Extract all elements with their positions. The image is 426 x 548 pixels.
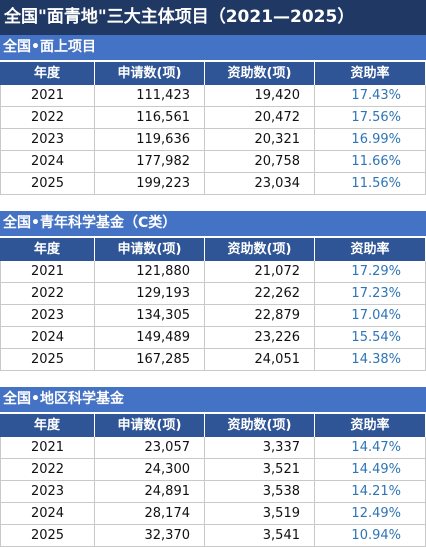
table-cell: 22,262	[205, 283, 315, 305]
table-cell: 12.49%	[315, 503, 426, 525]
table-cell: 119,636	[95, 129, 205, 151]
table-cell: 2023	[0, 129, 95, 151]
table-cell: 23,226	[205, 327, 315, 349]
table-cell: 17.56%	[315, 107, 426, 129]
page-title: 全国"面青地"三大主体项目（2021—2025）	[0, 0, 426, 35]
table-cell: 28,174	[95, 503, 205, 525]
column-header: 年度	[0, 238, 95, 261]
table-cell: 21,072	[205, 261, 315, 283]
table-cell: 177,982	[95, 151, 205, 173]
column-header: 资助数(项)	[205, 414, 315, 437]
column-header: 申请数(项)	[95, 62, 205, 85]
table-cell: 24,891	[95, 481, 205, 503]
table-cell: 2023	[0, 305, 95, 327]
table-cell: 3,521	[205, 459, 315, 481]
table-cell: 22,879	[205, 305, 315, 327]
table-cell: 167,285	[95, 349, 205, 371]
column-header: 年度	[0, 62, 95, 85]
table-cell: 2025	[0, 349, 95, 371]
table-cell: 23,034	[205, 173, 315, 195]
table-cell: 19,420	[205, 85, 315, 107]
table-cell: 199,223	[95, 173, 205, 195]
table-cell: 2021	[0, 261, 95, 283]
column-header: 申请数(项)	[95, 238, 205, 261]
table-cell: 3,337	[205, 437, 315, 459]
column-header: 资助率	[315, 62, 426, 85]
table-cell: 15.54%	[315, 327, 426, 349]
table-cell: 2024	[0, 327, 95, 349]
table-cell: 14.47%	[315, 437, 426, 459]
table-cell: 23,057	[95, 437, 205, 459]
column-header: 资助数(项)	[205, 238, 315, 261]
table-cell: 24,300	[95, 459, 205, 481]
table-cell: 20,321	[205, 129, 315, 151]
table-cell: 32,370	[95, 525, 205, 547]
table-cell: 3,519	[205, 503, 315, 525]
table-cell: 2022	[0, 459, 95, 481]
table-cell: 10.94%	[315, 525, 426, 547]
table-cell: 2023	[0, 481, 95, 503]
column-header: 申请数(项)	[95, 414, 205, 437]
table-cell: 14.21%	[315, 481, 426, 503]
section-title: 全国•面上项目	[0, 35, 426, 60]
table-cell: 129,193	[95, 283, 205, 305]
table-cell: 11.66%	[315, 151, 426, 173]
column-header: 资助率	[315, 238, 426, 261]
table-cell: 116,561	[95, 107, 205, 129]
table-cell: 14.49%	[315, 459, 426, 481]
table-cell: 121,880	[95, 261, 205, 283]
table-cell: 2021	[0, 85, 95, 107]
section-title: 全国•青年科学基金（C类）	[0, 211, 426, 236]
section-title: 全国•地区科学基金	[0, 387, 426, 412]
table-cell: 2025	[0, 525, 95, 547]
column-header: 年度	[0, 414, 95, 437]
table-cell: 17.29%	[315, 261, 426, 283]
column-header: 资助数(项)	[205, 62, 315, 85]
table-cell: 20,472	[205, 107, 315, 129]
table-cell: 24,051	[205, 349, 315, 371]
table-cell: 2021	[0, 437, 95, 459]
table-cell: 2024	[0, 503, 95, 525]
table-cell: 2022	[0, 283, 95, 305]
table-cell: 134,305	[95, 305, 205, 327]
table-cell: 149,489	[95, 327, 205, 349]
table-cell: 17.23%	[315, 283, 426, 305]
table-cell: 2022	[0, 107, 95, 129]
table-cell: 16.99%	[315, 129, 426, 151]
table-cell: 17.43%	[315, 85, 426, 107]
table-cell: 2025	[0, 173, 95, 195]
table-cell: 111,423	[95, 85, 205, 107]
table-cell: 3,538	[205, 481, 315, 503]
table-cell: 20,758	[205, 151, 315, 173]
table-cell: 11.56%	[315, 173, 426, 195]
table-cell: 3,541	[205, 525, 315, 547]
table-cell: 2024	[0, 151, 95, 173]
column-header: 资助率	[315, 414, 426, 437]
table-cell: 17.04%	[315, 305, 426, 327]
table-cell: 14.38%	[315, 349, 426, 371]
